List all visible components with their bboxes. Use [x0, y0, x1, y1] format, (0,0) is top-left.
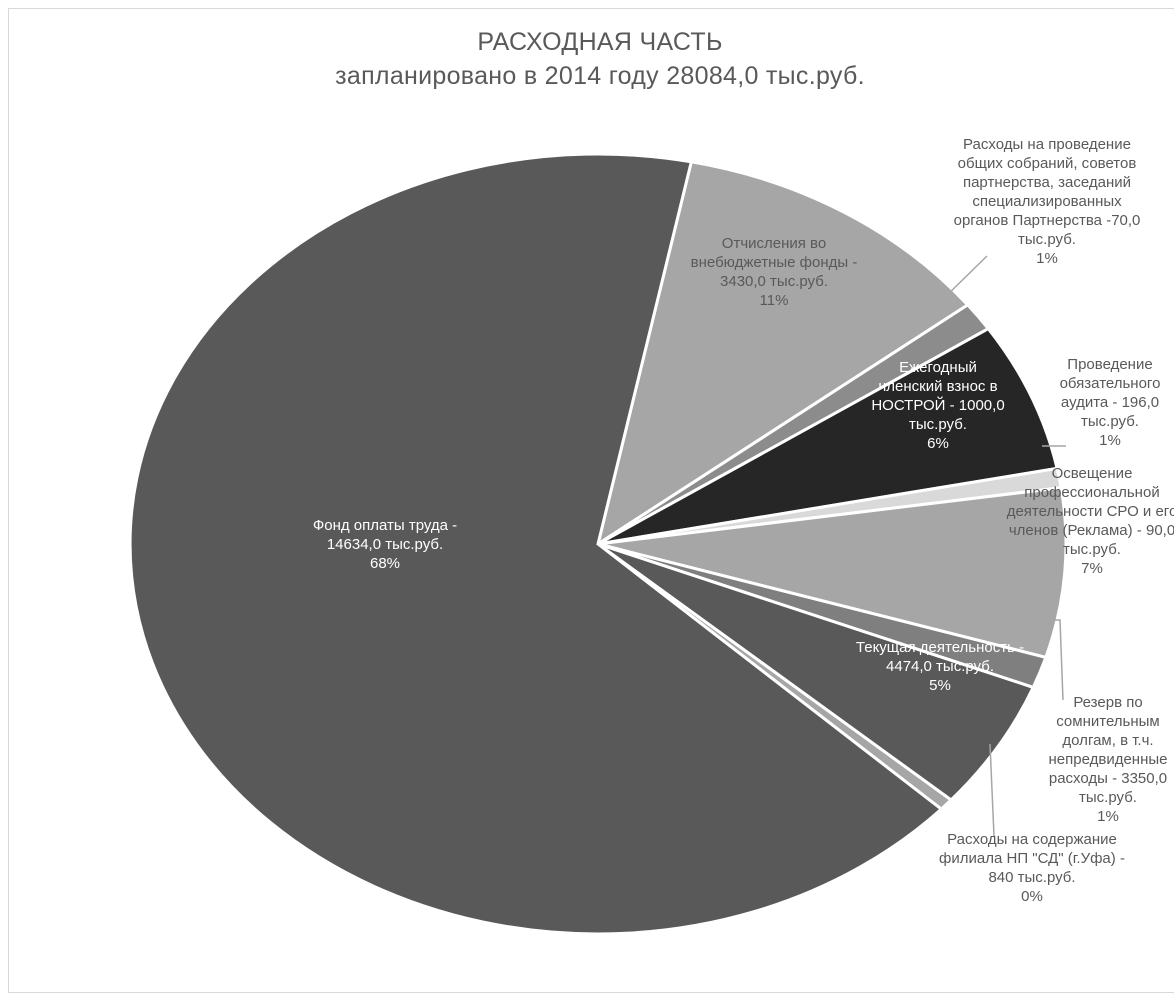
data-label: Ежегодный членский взнос в НОСТРОЙ - 1000,… [871, 359, 1004, 452]
data-label: Отчисления во внебюджетные фонды -3430,0 … [691, 235, 858, 309]
data-label: Резерв по сомнительным долгам, в т.ч. непре… [1049, 694, 1168, 825]
pie-slice [597, 326, 1059, 546]
leader-line [1050, 619, 1064, 701]
pie-slice [595, 160, 971, 548]
pie-slice [597, 542, 1036, 802]
data-label: Фонд оплаты труда -14634,0 тыс.руб. 68% [313, 517, 457, 572]
pie-slice [128, 152, 944, 936]
leader-line [939, 255, 988, 303]
pie-slice [597, 486, 1068, 660]
data-label: Проведение обязательного аудита - 196,0 тыс… [1060, 356, 1161, 449]
data-label: Освещение профессиональной деятельности СР… [1007, 465, 1174, 577]
data-label: Расходы на содержание филиала НП "СД" (г.… [939, 831, 1125, 905]
leader-line [989, 743, 995, 837]
chart-subtitle: запланировано в 2014 году 28084,0 тыс.ру… [335, 62, 865, 90]
data-label: Расходы на проведение общих собраний, сов… [954, 136, 1141, 267]
chart-title: РАСХОДНАЯ ЧАСТЬ [477, 28, 723, 56]
data-label: Текущая деятельность -4474,0 тыс.руб. 5% [856, 639, 1024, 694]
